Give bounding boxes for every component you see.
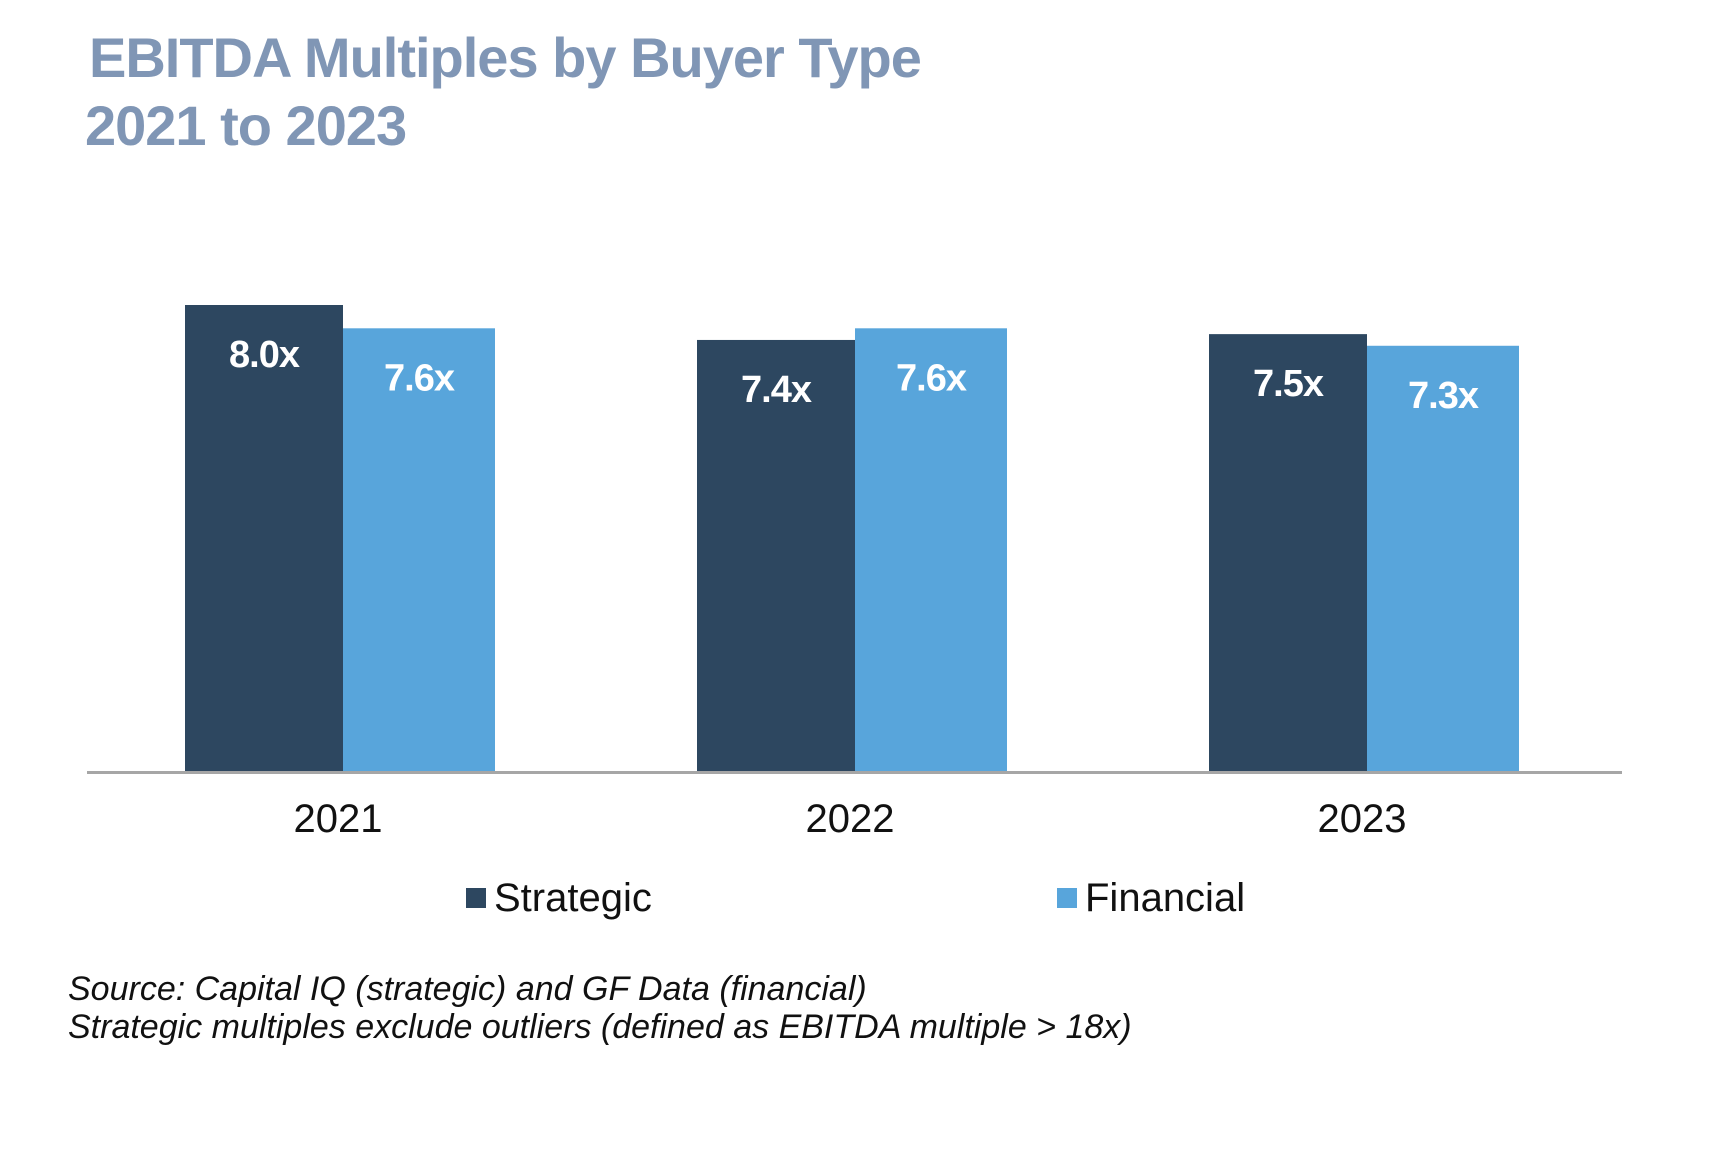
bar-chart: 8.0x 7.6x 2021 7.4x 7.6x 2022 7.5x 7.3x 2023 [87,305,1622,841]
legend-swatch-financial [1057,888,1077,908]
legend-item-financial: Financial [1057,868,1245,928]
data-label-strategic-2023: 7.5x [1253,363,1324,405]
source-note: Source: Capital IQ (strategic) and GF Da… [68,970,867,1008]
bar-financial-2023 [1367,345,1519,771]
data-label-strategic-2022: 7.4x [741,369,812,411]
bar-strategic-2021 [185,305,343,771]
x-tick-label-2023: 2023 [1318,797,1407,841]
data-label-strategic-2021: 8.0x [229,334,300,376]
legend-label-strategic: Strategic [494,875,652,920]
chart-footnotes: Source: Capital IQ (strategic) and GF Da… [68,970,1132,1046]
data-label-financial-2022: 7.6x [896,357,967,399]
outlier-note: Strategic multiples exclude outliers (de… [68,1008,1132,1046]
legend-item-strategic: Strategic [466,868,652,928]
x-tick-label-2022: 2022 [806,797,895,841]
chart-legend: Strategic Financial [0,868,1725,928]
legend-swatch-strategic [466,888,486,908]
data-label-financial-2021: 7.6x [384,357,455,399]
bar-strategic-2023 [1209,334,1367,771]
x-tick-label-2021: 2021 [294,797,383,841]
chart-title: EBITDA Multiples by Buyer Type 2021 to 2… [85,24,922,160]
chart-title-line-2: 2021 to 2023 [85,94,407,157]
bar-strategic-2022 [697,339,855,771]
data-label-financial-2023: 7.3x [1408,375,1479,417]
chart-title-line-1: EBITDA Multiples by Buyer Type [89,26,922,89]
bar-financial-2021 [343,328,495,771]
bar-financial-2022 [855,328,1007,771]
legend-label-financial: Financial [1085,875,1246,920]
